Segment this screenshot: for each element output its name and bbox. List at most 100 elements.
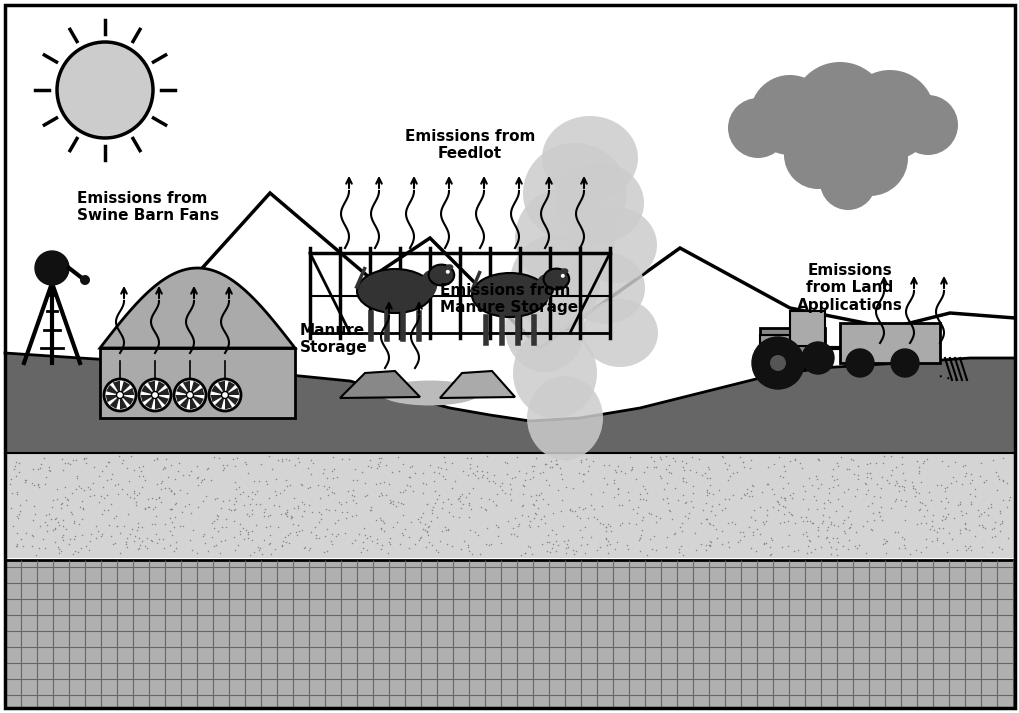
Point [127,499,144,511]
Point [799,540,815,552]
Polygon shape [106,385,120,395]
Point [310,516,326,528]
Point [156,482,172,493]
Circle shape [897,95,957,155]
Point [167,536,183,548]
Point [166,521,182,533]
Point [755,537,771,548]
Point [352,546,368,558]
Point [422,459,438,471]
Point [385,498,401,510]
Point [41,464,57,476]
Point [146,454,162,466]
Point [659,497,676,508]
Point [536,458,552,470]
Point [389,451,406,463]
Point [44,501,60,513]
Point [383,466,399,477]
Point [729,466,745,477]
Point [821,497,838,508]
Point [896,515,912,526]
Point [274,453,290,465]
Point [316,463,332,475]
Point [381,494,397,506]
Point [55,515,71,526]
Point [533,488,549,499]
Polygon shape [225,381,235,395]
Point [758,478,774,490]
Point [893,458,909,470]
Point [547,535,564,547]
Point [535,466,551,478]
Point [59,458,75,469]
Point [438,539,454,550]
Point [606,464,623,476]
Point [67,454,84,466]
Polygon shape [5,353,1014,453]
Point [721,471,738,482]
Point [547,454,564,466]
Point [948,476,964,487]
Point [39,519,55,530]
Point [291,525,308,537]
Point [54,453,70,465]
Point [840,483,856,495]
Point [135,470,151,481]
Point [371,513,387,524]
Circle shape [749,75,829,155]
Point [515,499,531,511]
Point [474,470,490,481]
Point [426,466,442,478]
Point [303,454,319,466]
Point [731,451,747,463]
Point [77,453,94,464]
Point [624,503,640,515]
Point [524,461,540,472]
Point [569,510,585,521]
Point [216,535,232,546]
Point [540,498,556,510]
Point [586,503,602,515]
Point [745,504,761,515]
Point [75,453,92,464]
Point [227,460,244,471]
Point [469,529,485,540]
Point [809,521,825,533]
Point [894,531,910,543]
Point [318,504,334,515]
Point [763,483,780,495]
Point [674,518,690,529]
Point [384,521,400,533]
Point [640,508,656,519]
Point [417,525,433,536]
Point [107,537,123,548]
Point [247,488,263,500]
Point [251,476,267,487]
Point [697,545,713,556]
Point [646,456,662,467]
Point [818,525,835,536]
Point [374,539,390,550]
Point [917,533,933,544]
Point [111,451,127,462]
Point [55,464,71,476]
Point [322,535,338,547]
Point [157,518,173,529]
Point [861,472,877,483]
Point [337,497,354,508]
Point [206,523,222,534]
Point [558,538,575,550]
Point [428,545,444,556]
Circle shape [751,337,803,389]
Point [697,539,713,550]
Point [462,525,478,536]
Point [82,483,98,495]
Point [706,510,722,521]
Point [2,478,18,490]
Point [337,513,354,524]
Ellipse shape [357,269,433,313]
Point [199,462,215,473]
Ellipse shape [559,268,568,274]
Point [455,535,472,546]
Point [982,546,999,558]
